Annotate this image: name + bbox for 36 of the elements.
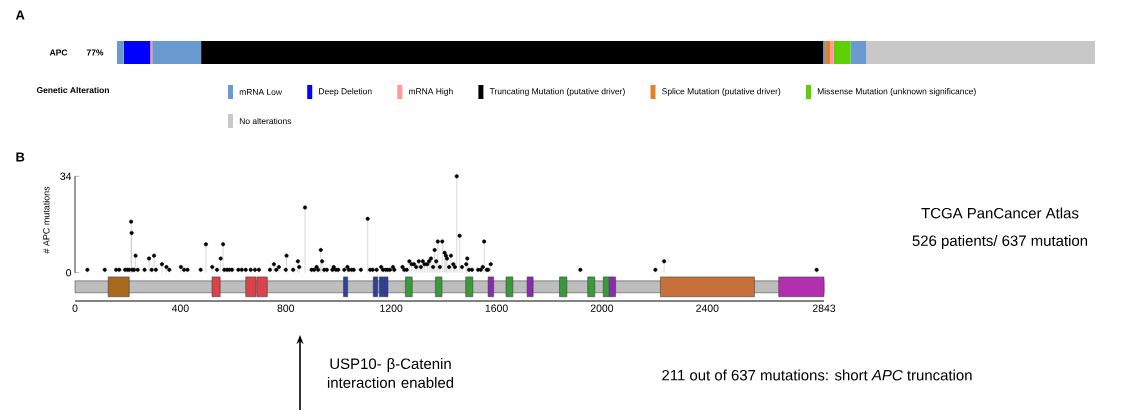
y-tick-label: 0 [66, 268, 72, 277]
legend-label: mRNA Low [239, 89, 283, 95]
x-tick-label: 1200 [380, 304, 403, 312]
text: 526 patients/ 637 mutation [912, 235, 1088, 249]
x-tick-label: 2400 [696, 304, 719, 312]
legend-title: Genetic Alteration [36, 86, 109, 94]
text: TCGA PanCancer Atlas [921, 207, 1079, 219]
bar [152, 41, 202, 64]
bar [117, 41, 124, 64]
x-tick-label: 1600 [485, 304, 508, 312]
x-tick-label: 0 [72, 304, 78, 312]
bar [866, 41, 1096, 64]
legend-label: No alterations [239, 117, 292, 125]
x-tick-label: 2843 [812, 304, 836, 312]
chart-title: A [15, 10, 25, 20]
text: 77% [86, 49, 104, 56]
legend-label: Missense Mutation (unknown significance) [817, 88, 976, 96]
text: USP10- β-Catenin interaction enabled [327, 358, 454, 388]
chart-title: B [16, 152, 25, 162]
y-tick-label: APC [49, 49, 68, 56]
legend-label: mRNA High [409, 88, 453, 96]
x-tick-label: 400 [171, 304, 189, 312]
bar [829, 41, 834, 64]
x-tick-label: 800 [277, 304, 295, 312]
legend-label: Deep Deletion [319, 88, 372, 96]
legend-label: Truncating Mutation (putative driver) [489, 88, 625, 96]
text: 211 out of 637 mutations: short APC truncation [662, 369, 972, 381]
legend-label: Splice Mutation (putative driver) [662, 88, 781, 96]
y-axis-title: # APC mutations [42, 186, 50, 254]
bar [833, 41, 851, 64]
bar [850, 41, 867, 64]
bar [201, 41, 824, 64]
x-tick-label: 2000 [590, 304, 614, 312]
y-tick-label: 34 [60, 172, 72, 181]
bar [123, 41, 151, 64]
bar [825, 41, 830, 64]
